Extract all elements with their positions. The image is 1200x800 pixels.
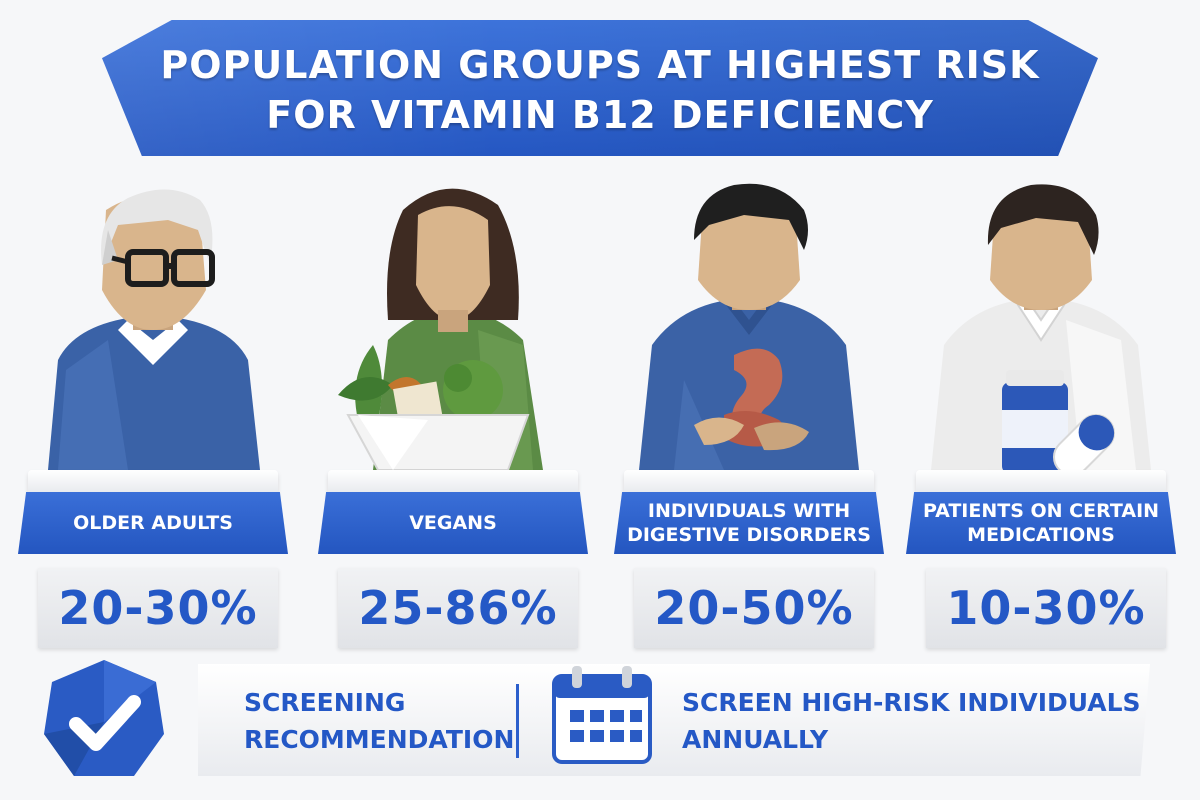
group-label: OLDER ADULTS <box>18 492 288 554</box>
older-adult-icon <box>48 189 260 470</box>
group-value: 10-30% <box>926 568 1166 648</box>
group-label: INDIVIDUALS WITH DIGESTIVE DISORDERS <box>614 492 884 554</box>
group-label: PATIENTS ON CERTAIN MEDICATIONS <box>906 492 1176 554</box>
group-card-digestive-disorders: INDIVIDUALS WITH DIGESTIVE DISORDERS 20-… <box>614 170 884 660</box>
group-value: 20-30% <box>38 568 278 648</box>
screening-label: SCREENING RECOMMENDATION <box>244 688 515 754</box>
title-banner <box>102 20 1098 156</box>
screening-panel <box>198 664 1150 776</box>
group-card-vegans: VEGANS 25-86% <box>318 170 588 660</box>
group-value: 25-86% <box>338 568 578 648</box>
group-value: 20-50% <box>634 568 874 648</box>
vegan-woman-icon <box>338 188 543 471</box>
screening-divider <box>516 684 519 758</box>
group-card-older-adults: OLDER ADULTS 20-30% <box>18 170 288 660</box>
medication-patient-icon <box>931 184 1151 477</box>
screening-text: SCREEN HIGH-RISK INDIVIDUALS ANNUALLY <box>682 688 1141 754</box>
group-card-medications: PATIENTS ON CERTAIN MEDICATIONS 10-30% <box>906 170 1176 660</box>
calendar-icon <box>552 666 652 764</box>
group-label: VEGANS <box>318 492 588 554</box>
digestive-disorder-icon <box>639 183 859 470</box>
checkmark-shield-icon <box>44 660 164 776</box>
page-title: POPULATION GROUPS AT HIGHEST RISK FOR VI… <box>160 43 1040 137</box>
